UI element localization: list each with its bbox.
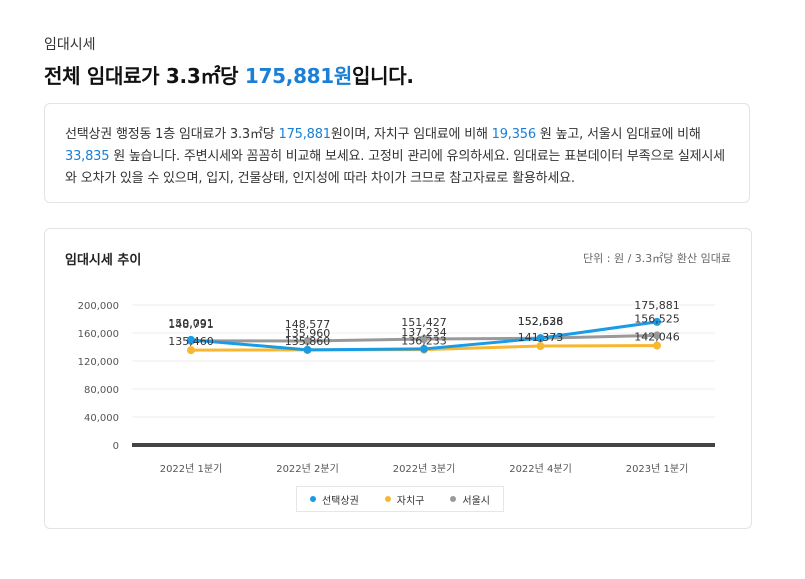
- headline-value: 175,881원: [244, 64, 353, 88]
- data-point: [303, 345, 312, 354]
- data-label: 136,233: [401, 335, 447, 348]
- y-tick-label: 40,000: [84, 413, 119, 424]
- section-label: 임대시세: [44, 37, 96, 53]
- desc-text-1: 선택상권 행정동 1층 임대료가 3.3㎡당: [65, 127, 279, 142]
- x-tick-label: 2022년 3분기: [393, 463, 456, 475]
- headline-suffix: 입니다.: [352, 64, 414, 88]
- y-tick-label: 200,000: [78, 301, 119, 312]
- data-label: 148,791: [168, 318, 214, 331]
- desc-value-seoul-diff: 33,835: [65, 149, 110, 164]
- data-point: [187, 346, 195, 355]
- desc-value-rent: 175,881: [278, 127, 332, 142]
- page-headline: 전체 임대료가 3.3㎡당 175,881원입니다.: [44, 60, 414, 89]
- data-label: 152,638: [518, 315, 564, 328]
- headline-prefix: 전체 임대료가 3.3㎡당: [44, 64, 245, 88]
- data-point: [420, 335, 428, 344]
- legend-label: 선택상권: [321, 495, 359, 507]
- y-tick-label: 160,000: [78, 329, 119, 340]
- data-label: 137,234: [401, 326, 447, 339]
- data-point: [653, 331, 661, 340]
- data-point: [187, 335, 195, 344]
- data-label: 135,960: [285, 327, 331, 340]
- data-label: 135,860: [285, 335, 331, 348]
- data-point: [536, 342, 545, 351]
- desc-value-district-diff: 19,356: [491, 127, 536, 142]
- chart-title: 임대시세 추이: [65, 253, 142, 268]
- data-label: 175,881: [634, 299, 680, 312]
- data-label: 135,460: [168, 335, 214, 348]
- chart-legend: 선택상권 자치구 서울시: [296, 486, 504, 512]
- data-point: [653, 317, 661, 326]
- y-tick-label: 120,000: [78, 357, 119, 368]
- data-label: 152,526: [518, 315, 564, 328]
- data-label: 148,577: [285, 318, 331, 331]
- y-tick-label: 80,000: [84, 385, 119, 396]
- data-label: 150,091: [168, 317, 214, 330]
- y-tick-label: 0: [113, 441, 119, 452]
- data-label: 141,373: [518, 331, 564, 344]
- legend-dot: [309, 496, 316, 502]
- legend-dot: [384, 496, 391, 502]
- desc-text-3: 원 높고, 서울시 임대료에 비해: [535, 127, 701, 142]
- data-label: 151,427: [401, 316, 447, 329]
- legend-label: 자치구: [396, 495, 425, 507]
- desc-text-4: 원 높습니다. 주변시세와 꼼꼼히 비교해 보세요. 고정비 관리에 유의하세요…: [65, 149, 725, 186]
- legend-item[interactable]: 자치구: [384, 492, 425, 507]
- desc-text-2: 원이며, 자치구 임대료에 비해: [330, 127, 492, 142]
- legend-dot: [450, 496, 457, 502]
- data-point: [420, 344, 428, 353]
- x-tick-label: 2022년 2분기: [276, 463, 339, 475]
- chart-unit-label: 단위 : 원 / 3.3㎡당 환산 임대료: [583, 252, 731, 265]
- x-tick-label: 2022년 1분기: [160, 463, 223, 475]
- description-box: 선택상권 행정동 1층 임대료가 3.3㎡당 175,881원이며, 자치구 임…: [44, 103, 750, 203]
- data-point: [536, 334, 545, 343]
- legend-item[interactable]: 서울시: [450, 492, 490, 507]
- chart-card: 임대시세 추이 단위 : 원 / 3.3㎡당 환산 임대료 200,000 160…: [44, 228, 752, 529]
- line-chart: 200,000 160,000 120,000 80,000 40,000 0 2022년 …: [78, 299, 715, 475]
- x-tick-label: 2023년 1분기: [626, 463, 689, 475]
- legend-item[interactable]: 선택상권: [309, 492, 359, 507]
- data-point: [653, 341, 661, 350]
- x-tick-label: 2022년 4분기: [509, 463, 572, 475]
- data-point: [303, 336, 312, 345]
- legend-label: 서울시: [462, 495, 490, 507]
- data-label: 156,525: [634, 312, 680, 325]
- data-label: 142,046: [634, 331, 680, 344]
